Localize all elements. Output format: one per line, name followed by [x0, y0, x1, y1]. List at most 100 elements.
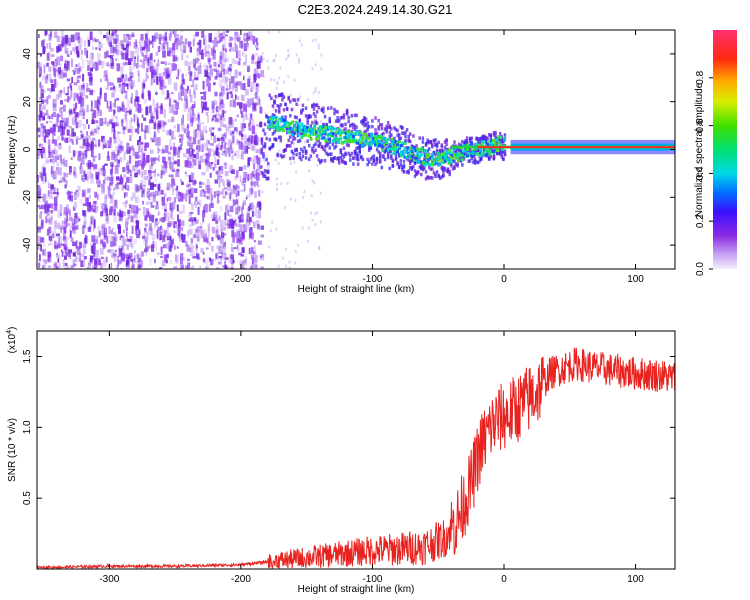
noise-speckle: [74, 194, 79, 199]
noise-speckle: [49, 42, 51, 49]
noise-speckle: [243, 224, 248, 233]
snr-y-multiplier: (x104): [6, 327, 18, 354]
noise-speckle: [220, 238, 224, 246]
ridge-core: [287, 124, 291, 128]
noise-speckle: [237, 239, 242, 243]
ridge-halo: [309, 154, 313, 158]
ridge-halo: [301, 108, 305, 112]
noise-speckle: [58, 167, 62, 176]
noise-speckle: [223, 143, 227, 150]
noise-speckle: [142, 206, 146, 216]
noise-fringe-speckle: [261, 51, 264, 55]
noise-speckle: [78, 153, 82, 162]
ridge-halo: [360, 154, 363, 159]
noise-speckle: [251, 171, 254, 174]
noise-fringe-speckle: [300, 43, 303, 47]
noise-speckle: [221, 51, 224, 58]
noise-speckle: [139, 45, 142, 51]
noise-speckle: [117, 147, 122, 154]
noise-speckle: [254, 61, 258, 65]
ridge-core: [357, 139, 361, 143]
noise-speckle: [131, 93, 134, 98]
noise-speckle: [255, 102, 258, 106]
noise-speckle: [148, 92, 151, 101]
ridge-halo: [369, 146, 373, 150]
noise-speckle: [194, 71, 196, 80]
noise-speckle: [44, 204, 48, 214]
noise-speckle: [245, 109, 247, 118]
noise-speckle: [87, 65, 90, 71]
ridge-halo: [456, 147, 459, 152]
noise-speckle: [153, 79, 156, 83]
noise-speckle: [180, 255, 183, 264]
noise-speckle: [138, 136, 142, 142]
noise-speckle: [95, 120, 99, 124]
noise-speckle: [156, 173, 160, 177]
noise-speckle: [129, 119, 132, 128]
noise-speckle: [124, 192, 128, 197]
noise-speckle: [104, 117, 107, 125]
noise-speckle: [240, 154, 243, 160]
noise-speckle: [187, 136, 192, 141]
ridge-core: [456, 155, 460, 159]
noise-fringe-speckle: [297, 103, 300, 107]
ridge-halo: [361, 118, 365, 123]
ridge-core: [383, 143, 387, 147]
noise-speckle: [155, 190, 159, 196]
ridge-core: [366, 137, 370, 141]
noise-speckle: [158, 73, 162, 77]
noise-speckle: [249, 203, 252, 210]
ridge-halo: [334, 119, 338, 123]
noise-speckle: [236, 96, 240, 101]
ridge-core: [342, 136, 346, 140]
noise-speckle: [127, 184, 130, 191]
ridge-halo: [409, 159, 412, 163]
noise-speckle: [152, 111, 156, 120]
noise-speckle: [79, 106, 84, 113]
ridge-halo: [282, 154, 286, 158]
noise-speckle: [193, 159, 197, 166]
ridge-core: [421, 161, 425, 165]
noise-speckle: [243, 165, 247, 169]
noise-speckle: [186, 148, 190, 154]
noise-speckle: [212, 166, 215, 171]
noise-speckle: [134, 172, 138, 178]
noise-speckle: [198, 181, 203, 185]
noise-speckle: [215, 229, 219, 239]
ridge-halo: [391, 159, 395, 164]
noise-speckle: [205, 266, 209, 269]
noise-speckle: [116, 139, 121, 144]
noise-speckle: [122, 62, 126, 66]
ridge-core: [499, 135, 503, 139]
noise-speckle: [227, 66, 231, 69]
ridge-core: [436, 158, 440, 162]
noise-speckle: [136, 253, 139, 259]
noise-fringe-speckle: [297, 243, 300, 247]
ridge-halo: [434, 174, 437, 179]
ridge-halo: [363, 119, 366, 124]
ridge-halo: [407, 171, 410, 175]
noise-speckle: [135, 103, 138, 112]
noise-speckle: [221, 225, 224, 233]
noise-speckle: [203, 190, 206, 198]
noise-speckle: [251, 247, 254, 254]
noise-speckle: [226, 266, 229, 269]
noise-speckle: [164, 145, 169, 153]
noise-speckle: [109, 142, 113, 145]
noise-speckle: [215, 106, 219, 112]
noise-speckle: [40, 85, 44, 92]
noise-speckle: [166, 182, 171, 191]
noise-speckle: [40, 237, 45, 243]
ridge-halo: [372, 158, 376, 162]
ridge-core: [491, 138, 495, 142]
noise-speckle: [176, 246, 179, 249]
noise-speckle: [241, 94, 245, 101]
noise-speckle: [144, 33, 148, 40]
noise-speckle: [213, 211, 216, 218]
noise-speckle: [114, 31, 118, 37]
ridge-halo: [293, 98, 297, 102]
ridge-halo: [418, 136, 421, 140]
noise-speckle: [130, 259, 133, 262]
ridge-core: [318, 127, 322, 131]
ridge-halo: [285, 130, 289, 135]
